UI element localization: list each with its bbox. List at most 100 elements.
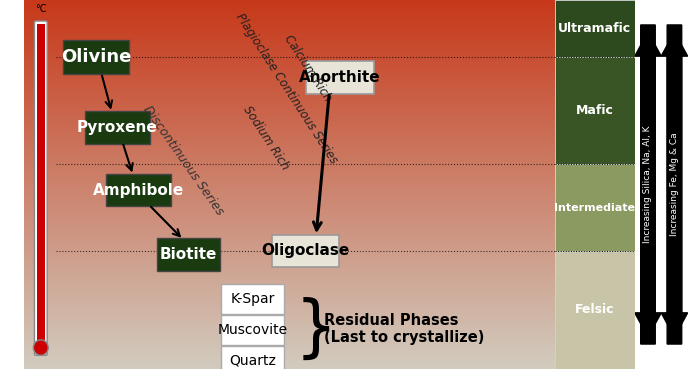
Bar [24, 63, 555, 64]
Bar [37, 24, 45, 352]
Bar [24, 217, 555, 218]
Text: Residual Phases
(Last to crystallize): Residual Phases (Last to crystallize) [324, 313, 484, 345]
Bar [24, 42, 555, 43]
Bar [24, 349, 555, 351]
Bar [24, 285, 555, 287]
Text: K-Spar: K-Spar [230, 292, 275, 306]
Bar [24, 248, 555, 250]
Bar [24, 68, 555, 69]
Bar [24, 161, 555, 162]
Bar [24, 368, 555, 369]
Bar [24, 17, 555, 18]
Bar [24, 354, 555, 355]
Bar [24, 327, 555, 328]
Bar [24, 305, 555, 306]
Bar [24, 71, 555, 73]
Bar [24, 309, 555, 310]
Bar [24, 70, 555, 71]
Bar [24, 89, 555, 90]
Bar [24, 223, 555, 224]
Bar [24, 229, 555, 230]
Bar [24, 202, 555, 203]
FancyArrow shape [661, 25, 688, 337]
Bar [24, 149, 555, 150]
Bar [24, 228, 555, 229]
Bar [24, 31, 555, 32]
Bar [24, 117, 555, 118]
Bar [24, 80, 555, 81]
Bar [24, 55, 555, 56]
Bar [24, 326, 555, 327]
Bar [24, 25, 555, 26]
Bar [24, 86, 555, 87]
Bar [24, 191, 555, 192]
Bar [24, 137, 555, 138]
Bar [24, 92, 555, 93]
Bar [24, 296, 555, 298]
Bar [24, 37, 555, 38]
Bar [24, 145, 555, 146]
Bar [24, 221, 555, 223]
Text: Amphibole: Amphibole [93, 183, 184, 197]
Bar [24, 15, 555, 16]
Bar [24, 111, 555, 112]
Bar [24, 289, 555, 290]
Text: Sodium Rich: Sodium Rich [240, 104, 291, 173]
Bar [24, 104, 555, 106]
Bar [24, 268, 555, 269]
Bar [24, 321, 555, 322]
Bar [24, 219, 555, 220]
FancyBboxPatch shape [221, 315, 284, 345]
Bar [24, 143, 555, 144]
Bar [24, 170, 555, 171]
Bar [24, 139, 555, 140]
Bar [24, 163, 555, 165]
Bar [24, 140, 555, 141]
Bar [24, 45, 555, 47]
Bar [24, 298, 555, 299]
Bar [24, 167, 555, 169]
Bar [24, 353, 555, 354]
Bar [24, 180, 555, 181]
Bar [24, 129, 555, 130]
Bar [24, 355, 555, 357]
Bar [24, 338, 555, 339]
Bar [24, 315, 555, 316]
Bar [24, 184, 555, 186]
Bar [24, 231, 555, 232]
Bar [24, 148, 555, 149]
Bar [24, 258, 555, 259]
Bar [555, 251, 635, 369]
FancyBboxPatch shape [63, 40, 129, 75]
Bar [24, 232, 555, 234]
Bar [24, 84, 555, 85]
Bar [24, 318, 555, 320]
Bar [24, 48, 555, 49]
FancyBboxPatch shape [221, 346, 284, 369]
Bar [24, 364, 555, 365]
Bar [24, 47, 555, 48]
Bar [24, 194, 555, 196]
Bar [24, 211, 555, 213]
Bar [24, 28, 555, 30]
Bar [24, 182, 555, 183]
Bar [24, 284, 555, 285]
Bar [24, 299, 555, 300]
Bar [24, 351, 555, 352]
Text: Olivine: Olivine [61, 48, 131, 66]
Bar [24, 261, 555, 262]
Bar [24, 203, 555, 204]
Bar [24, 333, 555, 335]
Bar [24, 113, 555, 114]
Bar [24, 290, 555, 292]
Bar [24, 52, 555, 53]
Bar [24, 160, 555, 161]
Bar [24, 272, 555, 273]
Bar [24, 324, 555, 325]
Bar [24, 317, 555, 318]
Bar [24, 311, 555, 313]
Bar [24, 132, 555, 133]
Bar [24, 293, 555, 294]
Text: Increasing Fe, Mg & Ca: Increasing Fe, Mg & Ca [670, 133, 679, 236]
FancyArrow shape [635, 25, 661, 337]
